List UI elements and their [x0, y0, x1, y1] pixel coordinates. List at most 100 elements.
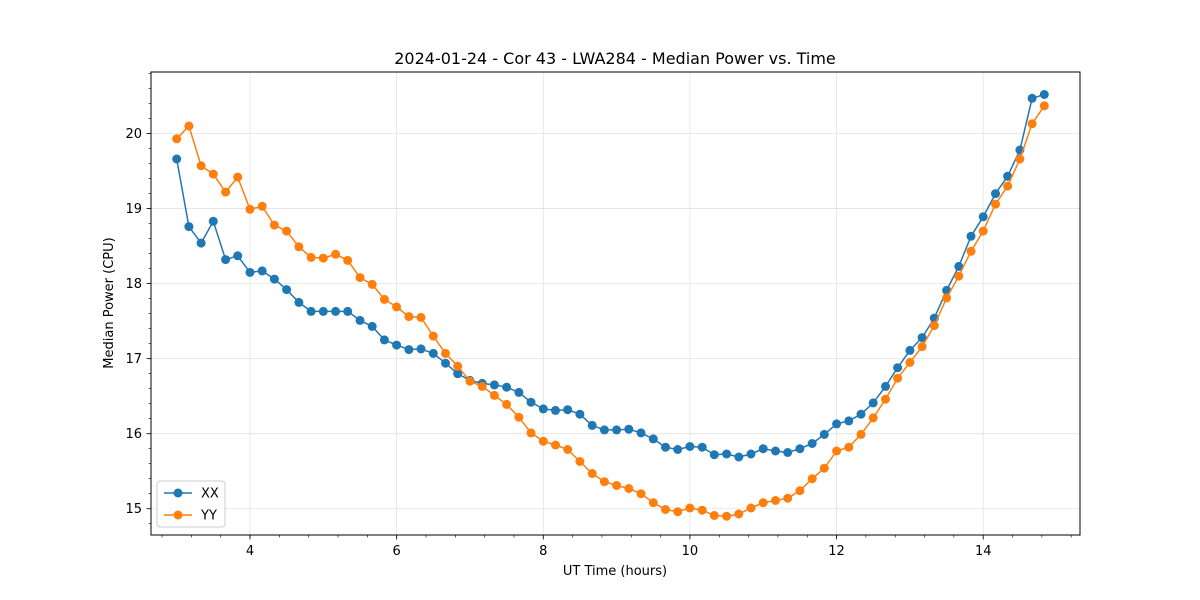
data-point-yy: [856, 429, 866, 439]
data-point-yy: [587, 469, 597, 478]
data-point-yy: [551, 440, 560, 450]
data-point-yy: [294, 242, 304, 252]
data-point-yy: [929, 321, 939, 331]
data-point-yy: [379, 294, 389, 304]
data-point-xx: [746, 449, 756, 459]
data-point-xx: [819, 429, 829, 439]
data-point-yy: [441, 348, 450, 358]
data-point-yy: [208, 169, 218, 179]
data-point-yy: [758, 498, 768, 508]
data-point-yy: [893, 373, 903, 383]
data-point-yy: [196, 161, 206, 171]
data-point-yy: [697, 505, 707, 515]
data-point-xx: [648, 434, 658, 444]
data-point-yy: [599, 477, 609, 487]
data-point-yy: [538, 436, 548, 446]
data-point-xx: [367, 321, 377, 331]
data-point-yy: [1015, 154, 1025, 164]
grid-lines: [151, 72, 1080, 535]
data-point-xx: [416, 344, 426, 354]
legend-label-yy: YY: [200, 509, 217, 524]
y-tick-label: 16: [125, 427, 142, 442]
data-point-yy: [771, 496, 780, 505]
data-point-xx: [331, 306, 341, 316]
data-point-xx: [624, 424, 634, 434]
data-point-yy: [502, 399, 512, 409]
data-point-yy: [917, 342, 927, 352]
data-point-yy: [636, 489, 646, 499]
data-point-xx: [978, 212, 988, 222]
data-point-yy: [966, 246, 976, 256]
data-point-xx: [428, 348, 438, 358]
data-point-xx: [257, 266, 267, 276]
data-point-yy: [1003, 181, 1013, 191]
data-point-xx: [294, 297, 304, 307]
data-point-xx: [245, 267, 255, 277]
data-point-yy: [1039, 101, 1049, 111]
data-point-yy: [563, 445, 573, 454]
data-point-xx: [269, 274, 279, 284]
data-point-xx: [697, 442, 707, 452]
data-point-yy: [416, 312, 426, 322]
data-point-xx: [514, 387, 524, 397]
data-point-yy: [477, 381, 487, 391]
data-point-xx: [722, 449, 732, 459]
x-tick-label: 12: [828, 544, 845, 559]
data-point-yy: [868, 413, 878, 423]
x-tick-label: 4: [246, 544, 254, 559]
data-point-yy: [184, 121, 194, 131]
data-point-yy: [881, 394, 890, 404]
data-point-xx: [832, 419, 842, 429]
data-point-yy: [942, 293, 952, 303]
data-point-xx: [881, 381, 890, 391]
data-point-xx: [538, 404, 548, 414]
data-point-yy: [245, 204, 255, 214]
data-point-xx: [893, 363, 903, 373]
data-point-yy: [783, 493, 793, 503]
data-point-xx: [563, 405, 573, 415]
data-point-xx: [1027, 93, 1037, 103]
data-point-yy: [453, 361, 463, 371]
data-point-xx: [587, 420, 597, 430]
data-point-yy: [233, 172, 243, 182]
data-point-yy: [734, 509, 744, 519]
y-tick-label: 17: [125, 352, 142, 367]
data-point-yy: [991, 199, 1000, 209]
data-point-yy: [795, 486, 805, 496]
data-point-yy: [331, 249, 341, 259]
data-point-xx: [221, 255, 231, 265]
data-point-yy: [954, 271, 964, 281]
data-point-yy: [612, 481, 622, 490]
axes: 4 6 8 10 12 14 15 16 17 18 19 20: [125, 71, 1081, 559]
data-point-yy: [978, 226, 988, 236]
y-tick-label: 15: [125, 502, 142, 517]
data-point-xx: [184, 222, 194, 232]
data-point-yy: [269, 220, 279, 230]
data-point-yy: [1027, 119, 1037, 129]
data-point-xx: [758, 444, 768, 454]
data-point-xx: [856, 409, 866, 419]
data-point-xx: [734, 452, 744, 462]
series-layer: [172, 90, 1049, 521]
data-point-yy: [722, 511, 732, 521]
x-axis-label: UT Time (hours): [563, 564, 667, 579]
data-point-xx: [526, 397, 536, 407]
data-point-xx: [1039, 90, 1049, 99]
y-tick-label: 20: [125, 127, 142, 142]
data-point-yy: [343, 255, 353, 265]
data-point-yy: [306, 252, 316, 262]
data-point-yy: [282, 226, 292, 236]
data-point-xx: [233, 251, 243, 261]
legend-label-xx: XX: [201, 487, 219, 502]
data-point-yy: [367, 279, 377, 289]
data-point-xx: [868, 398, 878, 408]
legend-swatch-marker-yy: [173, 510, 183, 520]
data-point-yy: [905, 357, 915, 367]
data-point-xx: [1003, 171, 1013, 181]
data-point-xx: [318, 306, 328, 316]
data-point-xx: [441, 358, 450, 368]
x-tick-label: 10: [682, 544, 699, 559]
data-point-yy: [673, 507, 683, 517]
data-point-xx: [379, 335, 389, 345]
